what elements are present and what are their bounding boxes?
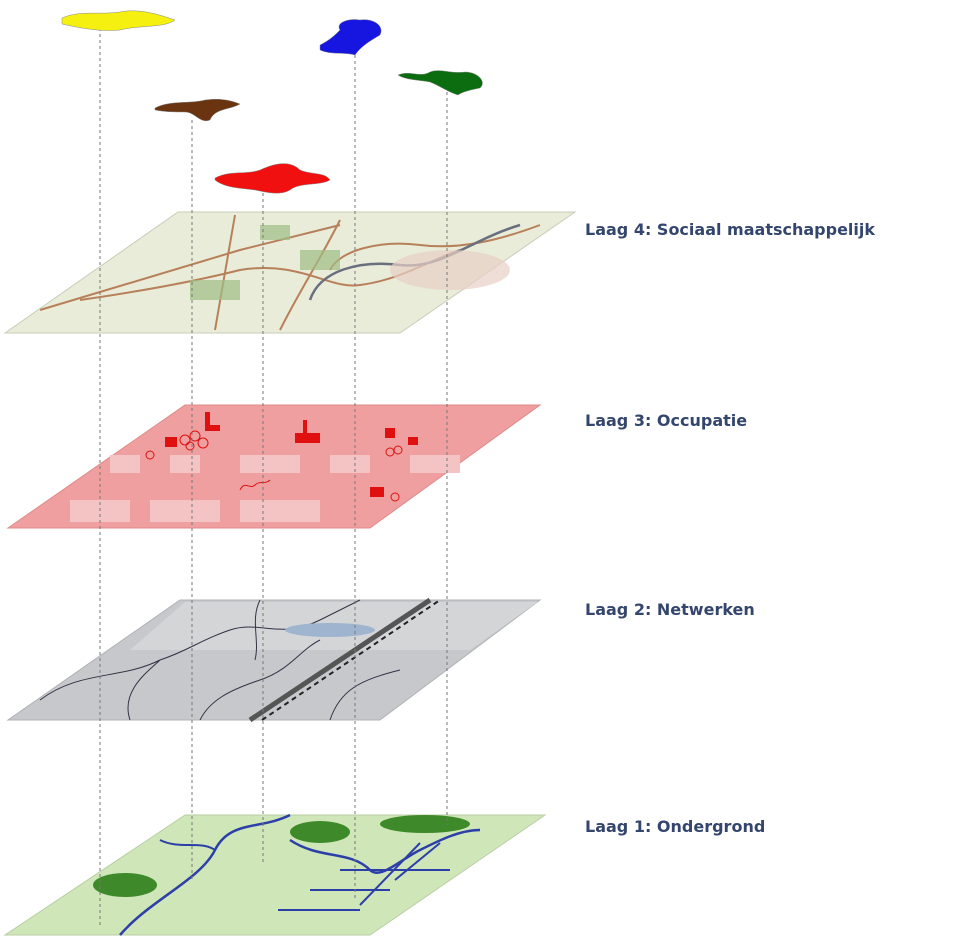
layer-label: Laag 3: Occupatie: [585, 411, 747, 430]
layer-ondergrond: [3, 813, 547, 936]
layer-label: Laag 2: Netwerken: [585, 600, 755, 619]
blobs: [61, 10, 483, 194]
layer-netwerken: [6, 597, 542, 723]
layer-label: Laag 4: Sociaal maatschappelijk: [585, 220, 875, 239]
layer-occupatie: [6, 404, 542, 529]
connector-lines: [99, 28, 448, 925]
layer-label: Laag 1: Ondergrond: [585, 817, 765, 836]
layer-sociaal: [3, 211, 577, 334]
